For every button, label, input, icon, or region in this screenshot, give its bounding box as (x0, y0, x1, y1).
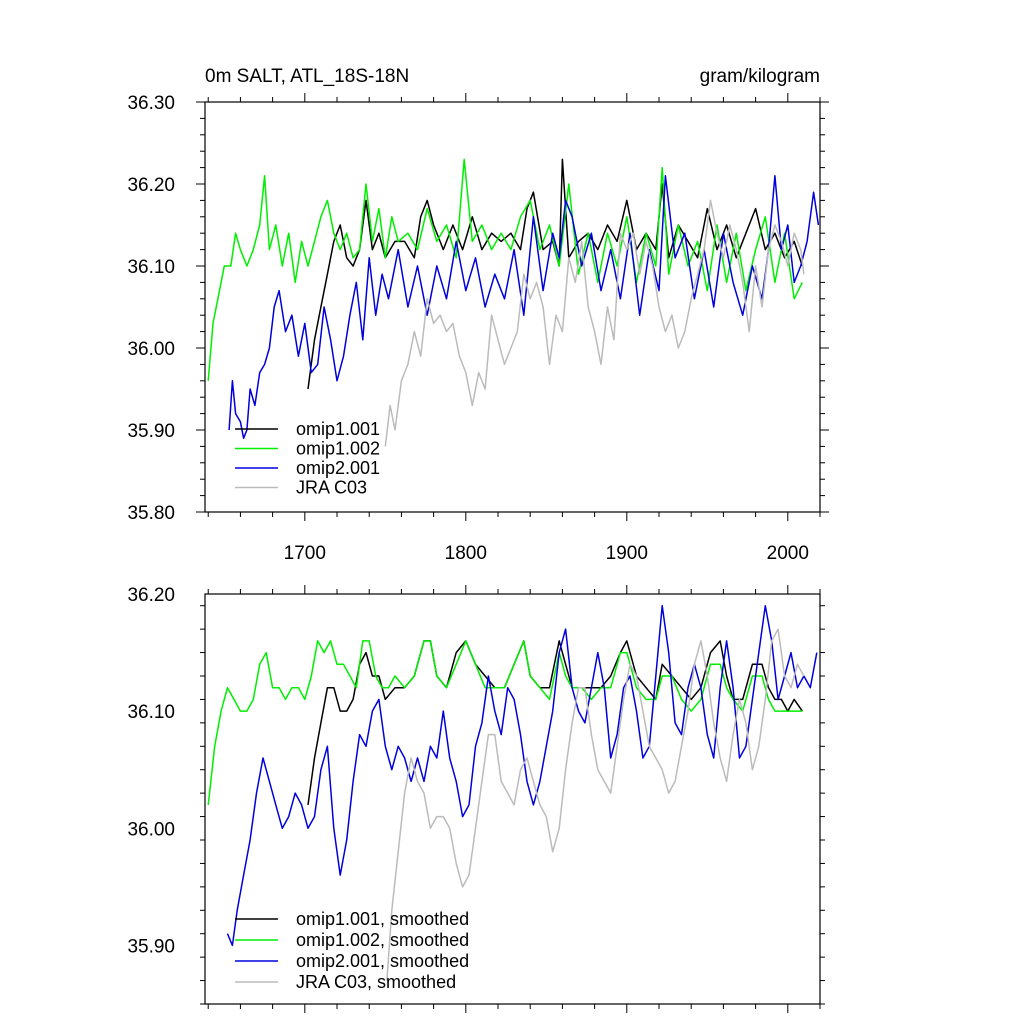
tick-marks (196, 93, 829, 521)
y-tick-label: 35.90 (127, 421, 175, 442)
series-group (207, 604, 818, 981)
y-tick-label: 36.00 (127, 339, 175, 360)
series-line-omip1-001 (307, 640, 803, 806)
x-tick-label: 2000 (767, 543, 809, 564)
series-line-jra-c03 (386, 628, 805, 981)
legend-label: omip1.001 (296, 419, 380, 439)
legend-label: JRA C03, smoothed (296, 972, 456, 992)
y-tick-label: 36.20 (127, 175, 175, 196)
series-group (207, 158, 820, 447)
legend-label: JRA C03 (296, 478, 367, 498)
y-tick-label: 36.10 (127, 702, 175, 723)
annual-panel: 35.80 35.90 36.00 36.10 36.20 36.30 1700 1800 19… (127, 93, 829, 564)
legend-label: omip2.001 (296, 458, 380, 478)
y-tick-label: 35.80 (127, 503, 175, 524)
y-tick-label: 36.00 (127, 819, 175, 840)
x-tick-label: 1800 (445, 543, 487, 564)
figure-title-left: 0m SALT, ATL_18S-18N (205, 66, 409, 87)
legend-label: omip2.001, smoothed (296, 951, 469, 971)
plot-frame (204, 101, 821, 513)
y-tick-label: 36.10 (127, 257, 175, 278)
legend-label: omip1.002, smoothed (296, 930, 469, 950)
plot-frame (204, 593, 821, 1005)
x-tick-label: 1700 (284, 543, 326, 564)
x-tick-label: 1900 (606, 543, 648, 564)
tick-marks (200, 585, 825, 1013)
legend-label: omip1.001, smoothed (296, 909, 469, 929)
series-line-omip2-001 (226, 604, 818, 947)
series-line-omip1-002 (207, 158, 803, 381)
y-tick-label: 35.90 (127, 936, 175, 957)
figure-title-right: gram/kilogram (700, 66, 820, 87)
y-tick-label: 36.30 (127, 93, 175, 114)
series-line-jra-c03 (384, 199, 805, 447)
y-tick-label: 36.20 (127, 585, 175, 606)
legend-label: omip1.002 (296, 439, 380, 459)
series-line-omip2-001 (228, 175, 820, 439)
series-line-omip1-002 (207, 640, 803, 805)
